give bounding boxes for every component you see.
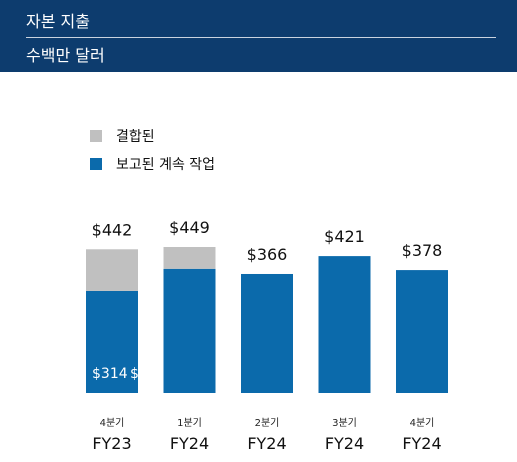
- chart-header: 자본 지출 수백만 달러: [0, 0, 517, 72]
- legend-swatch-combined: [90, 130, 102, 142]
- chart-legend: 결합된 보고된 계속 작업: [90, 122, 215, 178]
- total-label-1: $449: [169, 218, 210, 237]
- legend-label-reported: 보고된 계속 작업: [116, 157, 216, 173]
- quarter-label-4: 4분기: [410, 417, 435, 429]
- legend-item-reported: 보고된 계속 작업: [90, 150, 215, 178]
- total-label-0: $442: [92, 220, 133, 239]
- quarter-label-1: 1분기: [177, 417, 202, 429]
- chart-title: 자본 지출: [26, 12, 90, 31]
- header-divider: [26, 37, 496, 38]
- quarter-label-2: 2분기: [255, 417, 280, 429]
- inner-label-1: $: [130, 366, 139, 382]
- quarter-label-0: 4분기: [100, 417, 125, 429]
- total-label-3: $421: [324, 227, 365, 246]
- bar-combined-0: [86, 249, 138, 291]
- bar-reported-0: [86, 290, 138, 393]
- legend-swatch-reported: [90, 158, 102, 170]
- bar-reported-4: [396, 270, 448, 393]
- year-label-2: FY24: [247, 434, 286, 453]
- bar-reported-3: [318, 256, 371, 393]
- total-label-2: $366: [247, 245, 288, 264]
- chart-subtitle: 수백만 달러: [26, 46, 105, 65]
- year-label-1: FY24: [170, 434, 209, 453]
- legend-item-combined: 결합된: [90, 122, 215, 150]
- inner-label-0: $314: [92, 366, 128, 382]
- year-label-4: FY24: [402, 434, 441, 453]
- bar-reported-2: [241, 273, 293, 393]
- year-label-3: FY24: [325, 434, 364, 453]
- bar-combined-1: [163, 247, 216, 269]
- bar-reported-1: [163, 268, 216, 393]
- quarter-label-3: 3분기: [332, 417, 357, 429]
- legend-label-combined: 결합된: [116, 129, 155, 145]
- year-label-0: FY23: [92, 434, 131, 453]
- total-label-4: $378: [402, 241, 443, 260]
